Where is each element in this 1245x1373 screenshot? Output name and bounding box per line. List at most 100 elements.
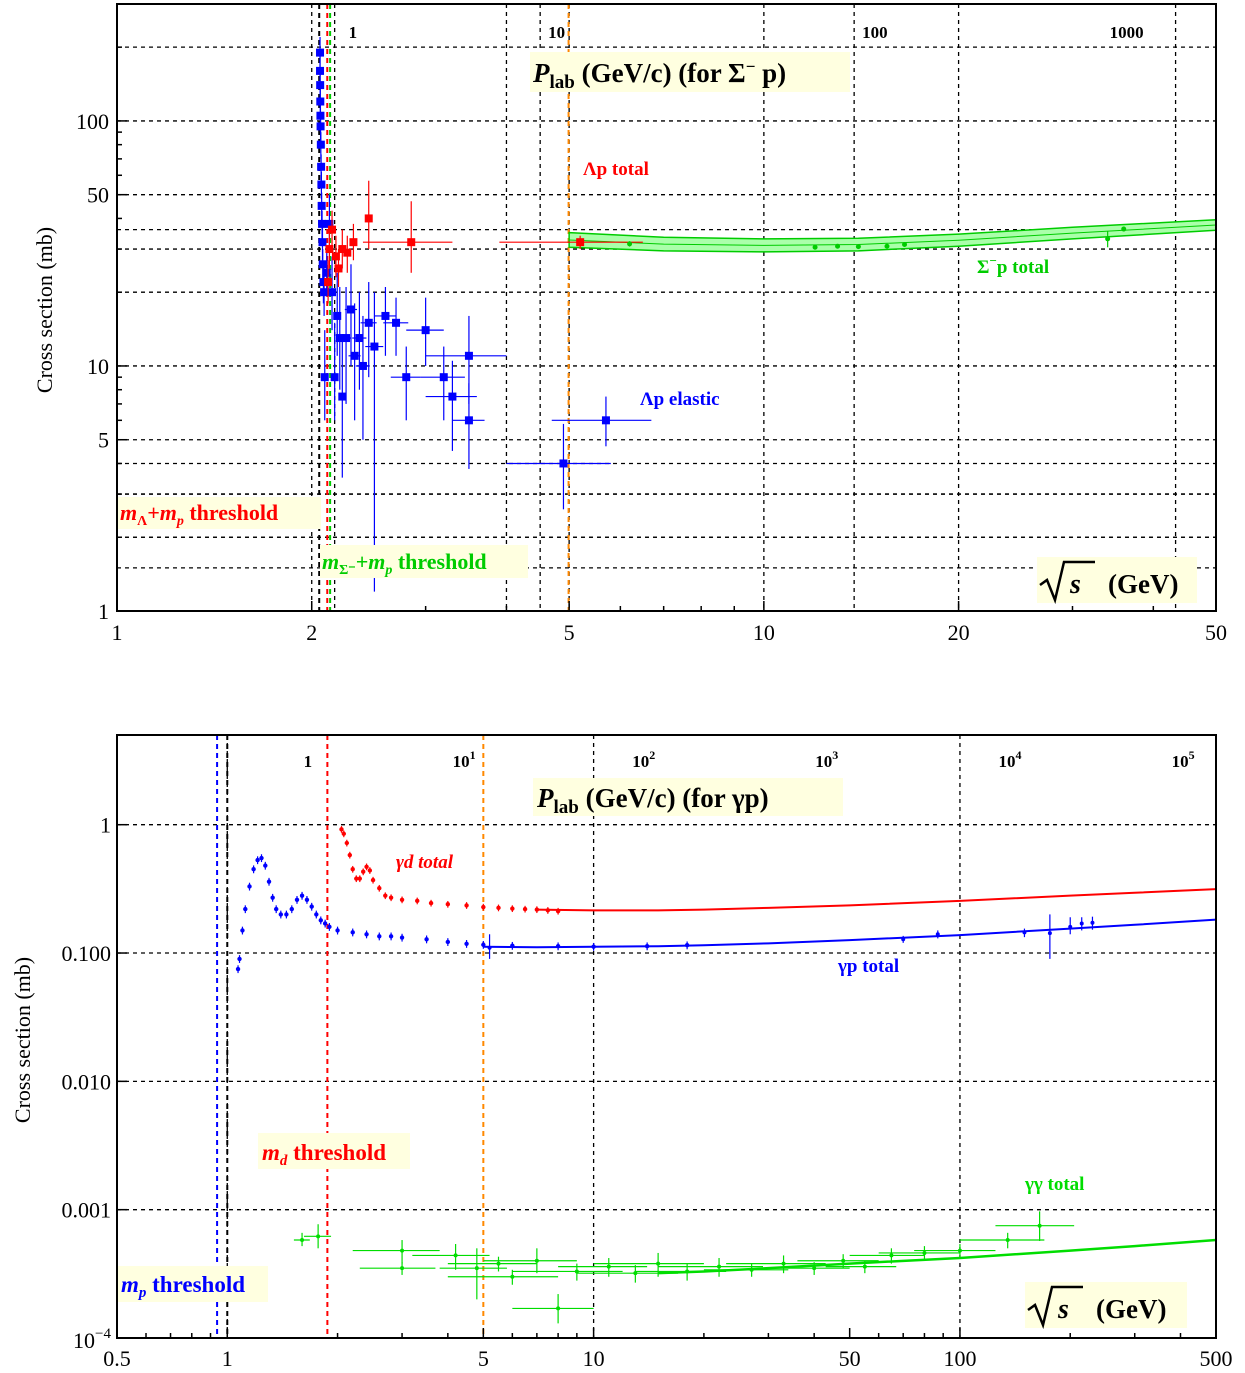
gamma-p-total-point	[335, 928, 340, 933]
sqrt-symbol	[1027, 1285, 1083, 1330]
gamma-gamma-total-point	[959, 1232, 1045, 1249]
label-mp-threshold: mp threshold	[121, 1272, 245, 1301]
sqrt-symbol	[1039, 560, 1095, 605]
sigma-threshold-bg	[320, 545, 528, 578]
gamma-d-total-point	[370, 877, 376, 883]
lambda-p-elastic-point	[374, 287, 397, 356]
gamma-gamma-total-point	[825, 1260, 897, 1274]
y-axis-label: Cross section (mb)	[32, 227, 57, 393]
lambda-p-elastic-point	[330, 322, 339, 421]
gamma-gamma-total-fit	[658, 1238, 1216, 1275]
gamma-p-total-point	[247, 884, 252, 889]
gamma-p-total-point	[251, 866, 256, 872]
y-axis-label: Cross section (mb)	[10, 957, 35, 1123]
gamma-p-total-point	[278, 912, 284, 917]
sqrt-s-unit: (GeV)	[1108, 569, 1178, 599]
gamma-gamma-total-point	[658, 1258, 764, 1277]
lambda-p-elastic-point	[390, 346, 421, 421]
gamma-d-total-point	[354, 876, 359, 881]
x-tick-label: 50	[1205, 620, 1227, 645]
gamma-p-total-point	[1090, 916, 1095, 930]
gamma-d-total-point	[464, 903, 469, 908]
lambda-p-elastic-point	[352, 292, 367, 390]
plot-frame	[116, 3, 1217, 612]
y-tick-label: 1	[100, 813, 111, 838]
lambda-p-elastic-point	[341, 287, 351, 404]
gamma-d-total-point	[341, 831, 346, 836]
sigma-p-total-point	[835, 243, 841, 249]
gamma-d-total-point	[428, 900, 434, 906]
gamma-d-total-point	[377, 885, 382, 891]
y-tick-label: 1	[98, 599, 109, 624]
gamma-p-total-point	[284, 912, 289, 917]
gamma-p-total-point	[304, 897, 310, 902]
gamma-p-total-point	[309, 904, 314, 909]
gamma-p-total-point	[350, 930, 355, 935]
sigma-p-total-point	[902, 242, 908, 248]
x-tick-label: 5	[478, 1346, 489, 1371]
lambda-p-elastic-point	[406, 297, 444, 366]
gamma-p-total-point	[294, 897, 300, 902]
lambda-p-elastic-point	[320, 330, 329, 421]
lambda-p-total-point	[499, 235, 643, 250]
gamma-p-total-point	[1047, 914, 1052, 959]
gamma-p-total-point	[1068, 917, 1073, 935]
lambda-p-elastic-point	[383, 297, 409, 356]
gamma-gamma-total-point	[576, 1265, 679, 1283]
top-tick-label: 100	[862, 23, 888, 42]
gamma-p-total-point	[243, 906, 248, 912]
lambda-p-total-point	[362, 201, 453, 273]
gamma-d-total-point	[339, 827, 344, 832]
lambda-p-elastic-point	[551, 396, 652, 447]
gamma-gamma-total-point	[447, 1269, 559, 1285]
y-tick-label: 0.100	[62, 941, 112, 966]
label-lambda-p-elastic: Λp elastic	[640, 389, 720, 410]
x-tick-label: 10	[753, 620, 775, 645]
plab-caption: Plab (GeV/c) (for Σ− p)	[532, 57, 786, 93]
sigma-p-total-point	[1121, 226, 1127, 232]
top-tick-label: 105	[1172, 748, 1195, 771]
gamma-gamma-total-point	[878, 1246, 960, 1261]
sigma-p-total-point	[855, 244, 861, 250]
gamma-p-total-point	[270, 895, 275, 900]
gamma-d-total-point	[347, 852, 352, 858]
gamma-d-total-point	[383, 893, 388, 898]
gamma-d-total-point	[361, 869, 366, 874]
gamma-d-total-point	[481, 904, 486, 910]
gamma-p-total-point	[235, 966, 241, 972]
gamma-p-total-point	[364, 932, 369, 937]
gamma-d-total-point	[350, 866, 355, 872]
gamma-gamma-total-point	[483, 1248, 577, 1274]
sigma-p-total-point	[627, 241, 633, 247]
gamma-gamma-total-point	[439, 1248, 507, 1300]
gamma-d-total-point	[522, 906, 528, 912]
y-tick-label: 0.001	[62, 1198, 112, 1223]
gamma-p-total-point	[644, 944, 650, 949]
gamma-gamma-total-point	[768, 1262, 850, 1275]
plot-frame	[116, 734, 1217, 1339]
x-tick-label: 100	[943, 1346, 976, 1371]
gamma-p-total-point	[263, 863, 268, 868]
gamma-p-total-point	[299, 893, 305, 898]
lambda-p-total-point	[325, 229, 334, 269]
y-tick-label: 10−4	[73, 1326, 111, 1353]
gamma-p-total-point	[684, 943, 690, 948]
sqrt-s-variable: s	[1069, 569, 1081, 600]
plab-caption-bg	[533, 778, 843, 816]
chart-panel-lambda-sigma: 1 2 5 10 20 50 1 5 10 50 100 1 10 100 1000 Cross sectio…	[32, 3, 1227, 645]
gamma-d-total-point	[534, 907, 540, 912]
gamma-p-total-point	[327, 924, 332, 930]
gamma-gamma-total-point	[849, 1248, 925, 1264]
lambda-p-total-point	[364, 180, 373, 250]
gamma-d-total-point	[388, 895, 394, 900]
label-lambda-p-total: Λp total	[583, 159, 649, 180]
lambda-p-elastic-point	[425, 360, 477, 451]
label-gamma-d-total: γd total	[396, 852, 454, 873]
gamma-p-total-point	[935, 930, 940, 939]
top-tick-label: 1	[349, 23, 358, 42]
y-tick-label: 5	[98, 428, 109, 453]
gamma-p-total-point	[591, 944, 596, 949]
x-tick-label: 10	[583, 1346, 605, 1371]
gamma-d-total-point	[496, 905, 501, 911]
gamma-p-total-point	[255, 857, 260, 863]
